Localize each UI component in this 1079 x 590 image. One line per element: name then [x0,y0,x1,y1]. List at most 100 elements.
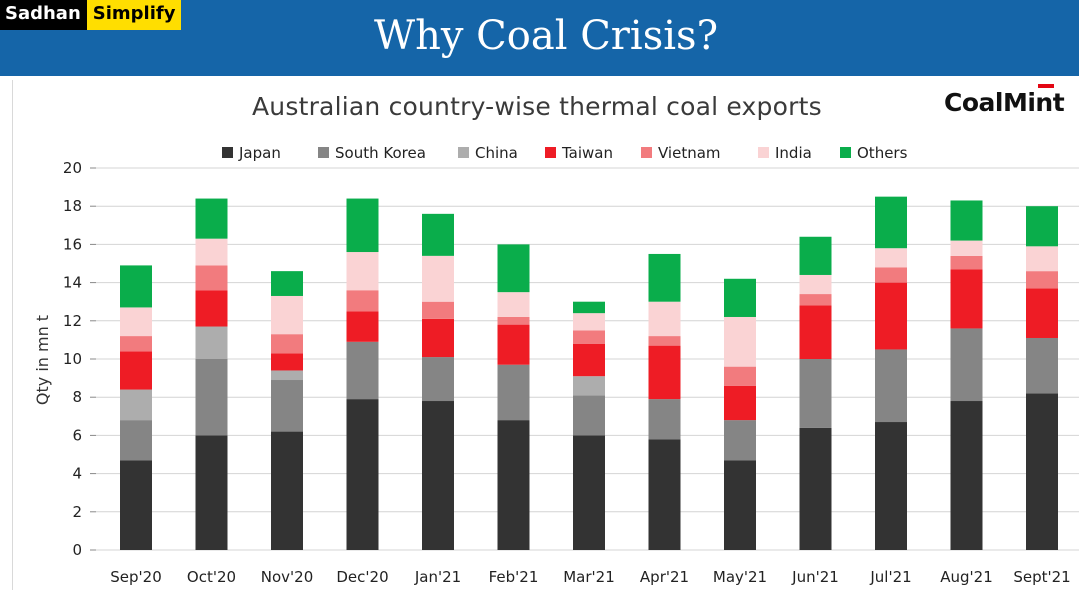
bar-segment-japan [648,439,681,550]
y-tick-label: 16 [63,235,82,253]
bar-segment-vietnam [271,334,303,354]
bar-segment-vietnam [875,267,907,283]
y-axis-label: Qty in mn t [33,315,52,405]
bar-segment-japan [497,420,530,550]
bar-segment-taiwan [950,269,983,329]
legend-swatch [318,147,329,158]
y-tick-label: 2 [72,503,82,521]
bar-segment-others [573,301,605,314]
x-tick-label: Jul'21 [869,568,911,586]
bar-segment-south-korea [1026,337,1058,394]
legend-label: South Korea [335,144,426,162]
bar-segment-south-korea [950,328,983,402]
bar-segment-vietnam [648,336,681,346]
legend-label: Others [857,144,908,162]
sadhan-simplify-logo: Sadhan Simplify [0,0,182,30]
bar-segment-vietnam [799,294,832,306]
bar-segment-others [724,278,756,317]
x-tick-label: Dec'20 [336,568,388,586]
bar-segment-vietnam [950,255,983,270]
x-tick-label: May'21 [713,568,767,586]
x-tick-label: Feb'21 [489,568,539,586]
bar-segment-others [799,236,832,275]
bar-segment-taiwan [799,305,832,359]
bar-segment-south-korea [648,399,681,440]
bar-segment-india [875,248,907,268]
bar-segment-taiwan [346,311,379,342]
bar-segment-vietnam [573,330,605,344]
bar-segment-china [271,370,303,381]
bar-segment-south-korea [724,420,756,461]
bar-segment-south-korea [271,380,303,432]
x-tick-label: Oct'20 [187,568,236,586]
y-tick-label: 4 [72,465,82,483]
y-tick-label: 8 [72,388,82,406]
logo-text-simplify: Simplify [86,0,182,30]
bar-segment-others [271,271,303,296]
bar-segment-others [1026,206,1058,247]
x-tick-label: Sep'20 [110,568,161,586]
bar-segment-taiwan [497,324,530,365]
bar-segment-vietnam [724,366,756,386]
bar-segment-japan [1026,393,1058,550]
bar-segment-india [648,301,681,337]
bar-segment-china [573,376,605,396]
bar-segment-taiwan [271,353,303,371]
logo-text-sadhan: Sadhan [0,0,87,30]
bar-segment-india [195,238,228,266]
x-tick-label: Nov'20 [261,568,314,586]
coalmint-brand-logo: CoalMint [944,88,1065,117]
chart-title: Australian country-wise thermal coal exp… [252,92,822,121]
brand-accent-mark [1038,84,1054,88]
bar-segment-india [422,255,454,302]
bar-segment-japan [120,460,152,550]
bar-segment-others [346,198,379,253]
bar-segment-taiwan [648,345,681,400]
slide-title: Why Coal Crisis? [373,13,719,59]
bar-segment-taiwan [120,351,152,390]
legend: Japan South Korea China Taiwan Vietnam India O… [222,144,908,162]
bar-segment-india [799,274,832,295]
bar-segment-india [573,313,605,331]
bar-segment-others [497,244,530,293]
axes: 0 2 4 6 8 10 12 14 16 18 20 Sep'20 Oct'20 Nov'20 Dec'2… [63,159,1071,586]
bar-segment-vietnam [346,290,379,312]
bar-segment-south-korea [422,357,454,402]
bar-segment-india [950,240,983,256]
legend-label: India [775,144,812,162]
y-tick-label: 14 [63,274,82,292]
bar-segment-japan [422,401,454,550]
y-tick-label: 12 [63,312,82,330]
legend-swatch [545,147,556,158]
bar-segment-taiwan [1026,288,1058,338]
bar-segment-south-korea [875,349,907,423]
bar-segment-taiwan [573,343,605,377]
bar-segment-others [120,265,152,308]
bar-segment-others [422,213,454,256]
bar-segment-vietnam [1026,271,1058,289]
bar-segment-taiwan [195,290,228,327]
bar-segment-south-korea [195,359,228,436]
legend-label: Vietnam [658,144,721,162]
x-tick-label: Aug'21 [940,568,993,586]
x-tick-label: Jan'21 [414,568,461,586]
bar-segment-taiwan [724,385,756,421]
y-tick-label: 0 [72,541,82,559]
bar-segment-south-korea [799,359,832,428]
y-tick-label: 20 [63,159,82,177]
bar-segment-south-korea [497,364,530,421]
y-tick-label: 18 [63,197,82,215]
x-tick-label: Jun'21 [791,568,839,586]
bar-segment-china [195,326,228,359]
bar-segment-south-korea [573,395,605,436]
bar-segment-south-korea [346,341,379,400]
bar-segment-others [195,198,228,239]
bar-segment-japan [346,399,379,550]
bar-segment-taiwan [875,282,907,350]
legend-swatch [458,147,469,158]
legend-swatch [641,147,652,158]
legend-swatch [222,147,233,158]
bar-segment-japan [195,435,228,550]
bar-segment-japan [799,427,832,550]
